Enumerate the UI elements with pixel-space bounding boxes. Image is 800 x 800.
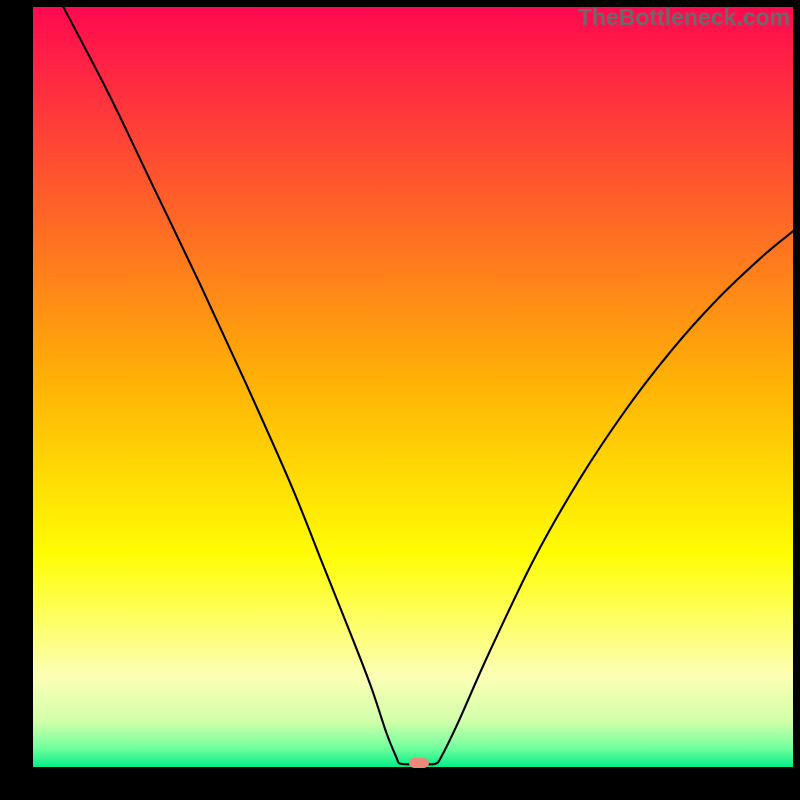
bottleneck-curve <box>0 0 800 800</box>
watermark-text: TheBottleneck.com <box>578 4 790 31</box>
optimal-point-marker <box>409 758 429 768</box>
